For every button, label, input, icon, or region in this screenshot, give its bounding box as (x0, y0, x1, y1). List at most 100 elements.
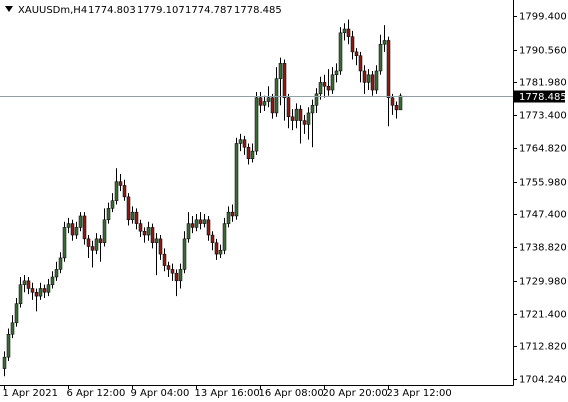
x-tick-label: 23 Apr 12:00 (387, 388, 452, 399)
candle-body (294, 108, 299, 121)
candle-body (134, 211, 139, 224)
candle-body (274, 78, 279, 114)
ohlc-close: 1778.485 (234, 5, 282, 16)
candle-body (270, 97, 275, 114)
candle-body (82, 215, 87, 240)
candle-body (210, 234, 215, 243)
candle-body (366, 74, 371, 83)
candle-body (142, 230, 147, 236)
candle-body (262, 101, 267, 106)
candle-body (374, 70, 379, 91)
candle-body (354, 51, 359, 56)
candle-body (386, 40, 391, 98)
candle-body (42, 288, 47, 293)
candle-body (378, 44, 383, 72)
candle-body (350, 36, 355, 53)
y-tick-label: 1729.980 (519, 277, 567, 288)
candle-body (62, 227, 67, 259)
candle-body (250, 150, 255, 159)
candle-body (302, 120, 307, 125)
candle-body (318, 82, 323, 95)
candle-body (150, 227, 155, 243)
candle-body (90, 246, 95, 251)
candle-body (334, 70, 339, 76)
candle-body (342, 28, 347, 34)
candle-body (282, 63, 287, 98)
candle-body (322, 82, 327, 87)
x-tick-label: 6 Apr 12:00 (67, 388, 126, 399)
y-tick-label: 1747.400 (519, 210, 567, 221)
candle-body (58, 257, 63, 270)
candle-body (10, 322, 15, 335)
candle-body (158, 238, 163, 255)
candle-body (390, 97, 395, 106)
candle-body (278, 63, 283, 79)
candle-body (254, 97, 259, 152)
candle-body (22, 280, 27, 285)
x-tick-label: 1 Apr 2021 (3, 388, 58, 399)
y-tick-label: 1764.820 (519, 144, 567, 155)
candle-body (118, 181, 123, 186)
candle-body (238, 139, 243, 144)
candle-body (198, 219, 203, 224)
candle-body (310, 105, 315, 114)
candle-body (394, 105, 399, 111)
candle-body (2, 356, 7, 369)
candle-body (30, 288, 35, 293)
y-tick-label: 1790.560 (519, 46, 567, 57)
candle-body (130, 211, 135, 221)
candle-body (362, 70, 367, 83)
candle-body (86, 238, 91, 247)
candle-body (70, 223, 75, 236)
candle-body (242, 139, 247, 148)
candle-body (54, 269, 59, 278)
x-tick-label: 20 Apr 20:00 (323, 388, 388, 399)
candle-body (290, 116, 295, 121)
candle-body (326, 85, 331, 91)
candle-body (206, 219, 211, 236)
y-tick-label: 1738.820 (519, 243, 567, 254)
chart-title: XAUUSDm,H4 (18, 5, 87, 16)
y-tick-label: 1712.820 (519, 342, 567, 353)
ohlc-low: 1774.787 (185, 5, 233, 16)
candle-body (98, 238, 103, 243)
candle-body (102, 219, 107, 243)
candle-body (166, 265, 171, 270)
candle-body (190, 223, 195, 228)
price-label: 1778.485 (519, 92, 567, 103)
ohlc-high: 1779.107 (137, 5, 185, 16)
candle-body (314, 93, 319, 106)
candle-body (298, 108, 303, 121)
candle-body (138, 223, 143, 232)
candle-body (66, 223, 71, 228)
candle-body (162, 253, 167, 266)
candle-body (330, 74, 335, 91)
candle-body (94, 238, 99, 251)
candle-body (46, 284, 51, 293)
candle-body (182, 238, 187, 270)
x-tick-label: 13 Apr 16:00 (195, 388, 260, 399)
candle-body (146, 227, 151, 236)
candle-body (346, 28, 351, 37)
candle-body (26, 280, 31, 289)
candle-body (358, 55, 363, 72)
y-tick-label: 1704.240 (519, 375, 567, 386)
candle-body (78, 215, 83, 228)
candle-body (194, 219, 199, 228)
x-tick-label: 16 Apr 08:00 (259, 388, 324, 399)
candle-body (34, 292, 39, 297)
candle-body (382, 40, 387, 45)
candle-body (14, 303, 19, 324)
y-tick-label: 1755.980 (519, 178, 567, 189)
candle-body (258, 97, 263, 106)
candle-body (370, 74, 375, 91)
candle-body (214, 242, 219, 255)
candle-body (114, 181, 119, 201)
candle-body (398, 95, 403, 111)
candle-body (106, 208, 111, 221)
candle-body (6, 334, 11, 358)
y-tick-label: 1721.400 (519, 310, 567, 321)
candle-body (230, 211, 235, 217)
